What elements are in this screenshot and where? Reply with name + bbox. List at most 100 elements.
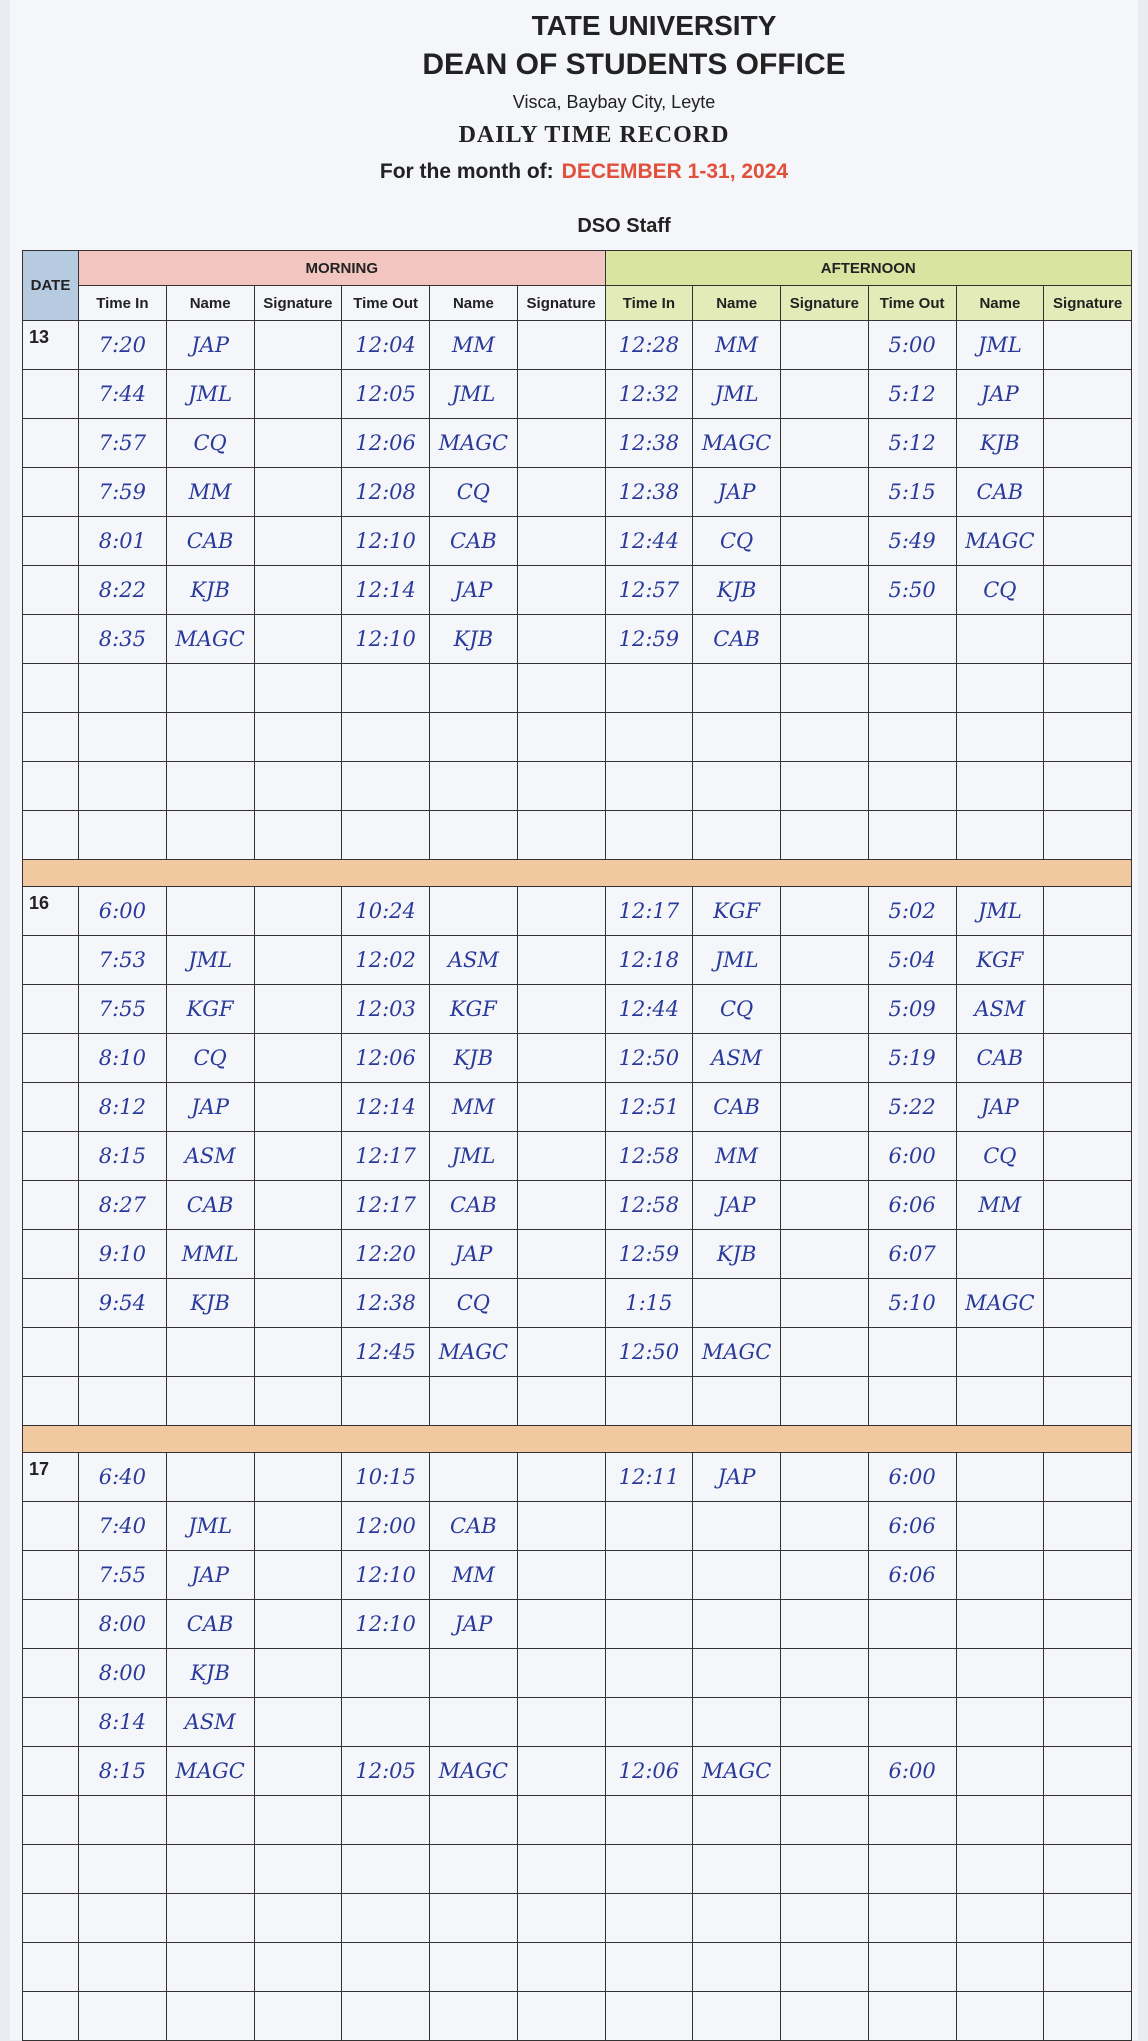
name-cell: KGF <box>165 984 255 1034</box>
name-cell: JAP <box>692 1180 781 1230</box>
name-cell: CAB <box>429 1501 518 1551</box>
record-row <box>22 1376 1132 1426</box>
date-cell: 17 <box>22 1452 79 1502</box>
time-cell: 7:59 <box>78 467 167 517</box>
signature-cell <box>780 1648 869 1698</box>
signature-cell <box>253 1452 343 1502</box>
separator-cell <box>22 1425 1132 1453</box>
empty-cell <box>867 1599 957 1649</box>
empty-cell <box>429 886 518 936</box>
empty-cell <box>429 1844 518 1894</box>
time-cell: 7:57 <box>78 418 167 468</box>
empty-cell <box>341 1844 430 1894</box>
signature-cell <box>1043 565 1132 615</box>
empty-cell <box>692 1991 781 2041</box>
empty-cell <box>955 1599 1045 1649</box>
name-cell: KGF <box>955 935 1045 985</box>
record-row: 8:35 MAGC 12:10 KJB 12:59 CAB <box>22 614 1132 664</box>
record-row: 7:55 KGF 12:03 KGF 12:44 CQ 5:09 ASM <box>22 984 1132 1034</box>
signature-cell <box>516 320 606 370</box>
empty-cell <box>692 712 781 762</box>
empty-cell <box>692 1278 781 1328</box>
time-cell: 6:07 <box>867 1229 957 1279</box>
name-cell: CQ <box>429 1278 518 1328</box>
empty-cell <box>341 1942 430 1992</box>
signature-cell <box>780 1082 869 1132</box>
time-cell: 6:40 <box>78 1452 167 1502</box>
signature-cell <box>253 1229 343 1279</box>
empty-cell <box>867 614 957 664</box>
date-cell <box>22 369 79 419</box>
column-label: Time Out <box>867 285 957 321</box>
signature-cell <box>1043 320 1132 370</box>
signature-cell <box>1043 1648 1132 1698</box>
record-row: 16 6:00 10:24 12:17 KGF 5:02 JML <box>22 886 1132 936</box>
signature-cell <box>1043 1278 1132 1328</box>
empty-cell <box>341 1795 430 1845</box>
time-cell: 12:44 <box>604 516 694 566</box>
time-cell: 6:00 <box>867 1746 957 1796</box>
signature-cell <box>516 467 606 517</box>
signature-cell <box>1043 1033 1132 1083</box>
time-cell: 6:06 <box>867 1501 957 1551</box>
name-cell: JAP <box>429 565 518 615</box>
empty-cell <box>165 1991 255 2041</box>
name-cell: KJB <box>692 1229 781 1279</box>
empty-cell <box>955 614 1045 664</box>
signature-cell <box>1043 935 1132 985</box>
name-cell: JML <box>955 320 1045 370</box>
signature-cell <box>253 1501 343 1551</box>
signature-cell <box>780 663 869 713</box>
signature-cell <box>780 418 869 468</box>
date-cell <box>22 418 79 468</box>
time-cell: 12:44 <box>604 984 694 1034</box>
time-cell: 12:02 <box>341 935 430 985</box>
name-cell: MAGC <box>165 614 255 664</box>
signature-cell <box>780 467 869 517</box>
signature-cell <box>253 1844 343 1894</box>
name-cell: JML <box>955 886 1045 936</box>
signature-cell <box>1043 810 1132 860</box>
title: DAILY TIME RECORD <box>458 122 730 148</box>
name-cell: MAGC <box>955 516 1045 566</box>
record-row: 9:10 MML 12:20 JAP 12:59 KJB 6:07 <box>22 1229 1132 1279</box>
empty-cell <box>955 1501 1045 1551</box>
name-cell: MAGC <box>165 1746 255 1796</box>
empty-cell <box>78 712 167 762</box>
signature-cell <box>253 1033 343 1083</box>
time-cell: 9:10 <box>78 1229 167 1279</box>
signature-cell <box>516 935 606 985</box>
signature-cell <box>780 1795 869 1845</box>
signature-cell <box>253 467 343 517</box>
signature-cell <box>780 1452 869 1502</box>
column-label: Signature <box>516 285 606 321</box>
empty-cell <box>692 1893 781 1943</box>
record-row: 7:59 MM 12:08 CQ 12:38 JAP 5:15 CAB <box>22 467 1132 517</box>
signature-cell <box>516 1376 606 1426</box>
time-cell: 12:14 <box>341 1082 430 1132</box>
empty-cell <box>692 1550 781 1600</box>
signature-cell <box>253 1942 343 1992</box>
signature-cell <box>516 1550 606 1600</box>
signature-cell <box>253 1131 343 1181</box>
signature-cell <box>780 320 869 370</box>
time-cell: 5:15 <box>867 467 957 517</box>
signature-cell <box>253 1180 343 1230</box>
date-cell: 13 <box>22 320 79 370</box>
empty-cell <box>78 1991 167 2041</box>
time-cell: 12:00 <box>341 1501 430 1551</box>
name-cell: CAB <box>955 1033 1045 1083</box>
signature-cell <box>780 369 869 419</box>
empty-cell <box>429 1991 518 2041</box>
column-header: Time In Name Signature Time Out Name Signatur… <box>23 285 1132 321</box>
empty-cell <box>604 1501 694 1551</box>
signature-cell <box>1043 761 1132 811</box>
name-cell: CAB <box>692 614 781 664</box>
time-cell: 12:17 <box>341 1131 430 1181</box>
name-cell: JAP <box>165 1550 255 1600</box>
time-cell: 8:00 <box>78 1648 167 1698</box>
record-row <box>22 1893 1132 1943</box>
name-cell: CQ <box>429 467 518 517</box>
empty-cell <box>604 1376 694 1426</box>
